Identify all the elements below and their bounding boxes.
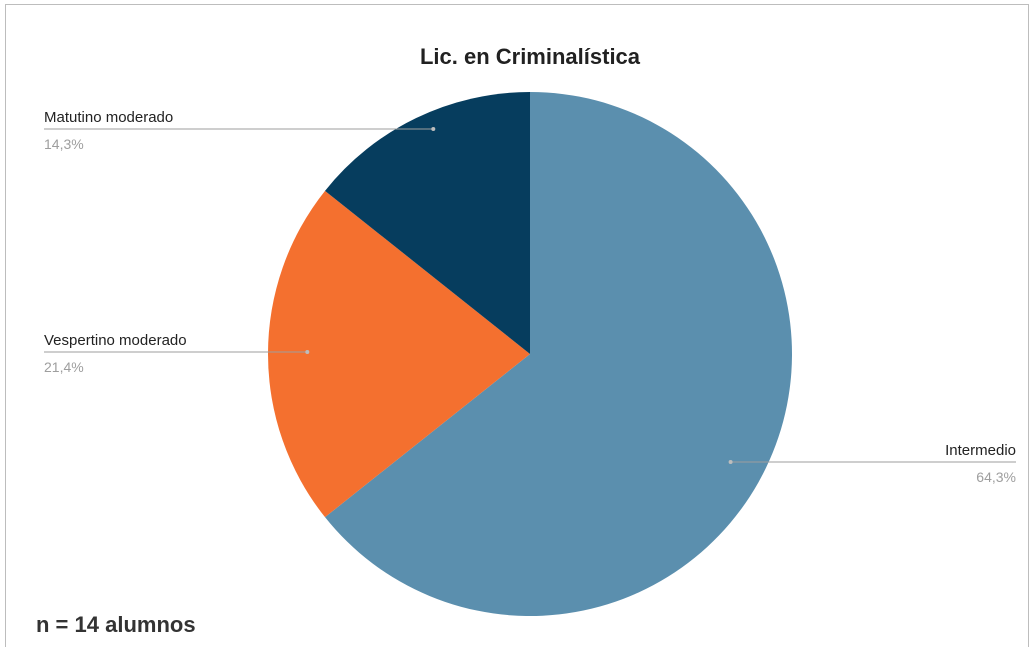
sample-size-note: n = 14 alumnos bbox=[36, 612, 196, 637]
slice-value-label: 21,4% bbox=[44, 359, 84, 375]
leader-dot bbox=[728, 460, 733, 464]
slice-value-label: 14,3% bbox=[44, 136, 84, 152]
pie-slice-intermedio[interactable] bbox=[325, 92, 792, 616]
slice-labels: Intermedio 64,3% Vespertino moderado 21,4% M… bbox=[44, 109, 1016, 485]
pie-slice-matutino-moderado[interactable] bbox=[325, 92, 530, 354]
pie-slices bbox=[267, 92, 792, 616]
pie-slice-vespertino-moderado[interactable] bbox=[267, 190, 530, 518]
chart-title: Lic. en Criminalística bbox=[420, 44, 641, 69]
leader-dot bbox=[305, 350, 310, 354]
slice-label: Intermedio bbox=[945, 442, 1016, 459]
slice-label: Matutino moderado bbox=[44, 109, 173, 126]
slice-label: Vespertino moderado bbox=[44, 332, 187, 349]
leader-dot bbox=[431, 127, 436, 131]
slice-value-label: 64,3% bbox=[976, 469, 1016, 485]
